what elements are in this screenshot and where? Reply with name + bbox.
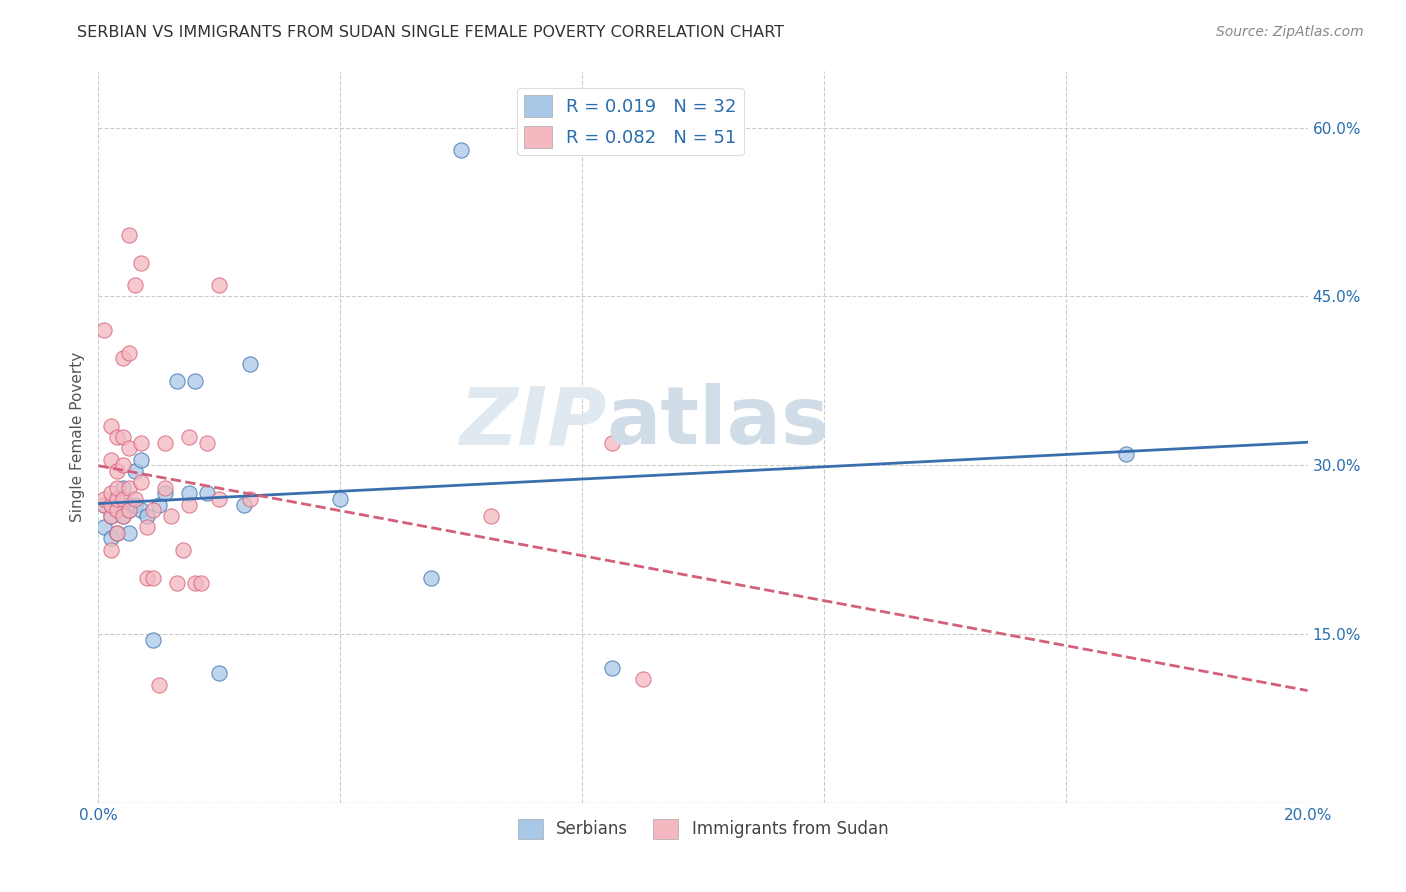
Point xyxy=(160,508,183,523)
Point xyxy=(208,278,231,293)
Point xyxy=(129,475,152,489)
Point xyxy=(135,520,157,534)
Text: SERBIAN VS IMMIGRANTS FROM SUDAN SINGLE FEMALE POVERTY CORRELATION CHART: SERBIAN VS IMMIGRANTS FROM SUDAN SINGLE … xyxy=(77,25,785,40)
Point xyxy=(105,464,128,478)
Point xyxy=(100,452,122,467)
Y-axis label: Single Female Poverty: Single Female Poverty xyxy=(69,352,84,522)
Point xyxy=(93,498,115,512)
Legend: Serbians, Immigrants from Sudan: Serbians, Immigrants from Sudan xyxy=(512,812,894,846)
Point xyxy=(153,435,176,450)
Point xyxy=(124,464,146,478)
Point xyxy=(105,430,128,444)
Point xyxy=(166,374,188,388)
Point xyxy=(195,486,218,500)
Point xyxy=(195,435,218,450)
Point xyxy=(602,435,624,450)
Point xyxy=(135,508,157,523)
Point xyxy=(111,458,134,473)
Point xyxy=(118,503,141,517)
Point xyxy=(100,486,122,500)
Point xyxy=(208,491,231,506)
Point xyxy=(124,498,146,512)
Point xyxy=(153,481,176,495)
Point xyxy=(105,525,128,540)
Point xyxy=(111,430,134,444)
Point xyxy=(105,503,128,517)
Point xyxy=(135,571,157,585)
Point xyxy=(111,351,134,366)
Point xyxy=(118,442,141,456)
Point xyxy=(148,498,170,512)
Point xyxy=(100,532,122,546)
Point xyxy=(118,345,141,359)
Point xyxy=(100,508,122,523)
Point xyxy=(105,503,128,517)
Point xyxy=(100,508,122,523)
Point xyxy=(239,357,262,371)
Point xyxy=(111,508,134,523)
Point xyxy=(93,323,115,337)
Point xyxy=(631,672,654,686)
Point xyxy=(208,666,231,681)
Point xyxy=(118,498,141,512)
Point xyxy=(232,498,254,512)
Point xyxy=(105,525,128,540)
Point xyxy=(129,435,152,450)
Point xyxy=(142,632,165,647)
Point xyxy=(93,491,115,506)
Text: ZIP: ZIP xyxy=(458,384,606,461)
Point xyxy=(118,525,141,540)
Point xyxy=(124,491,146,506)
Point xyxy=(142,503,165,517)
Point xyxy=(481,508,503,523)
Point xyxy=(124,278,146,293)
Point xyxy=(142,571,165,585)
Point xyxy=(148,678,170,692)
Point xyxy=(450,143,472,157)
Text: atlas: atlas xyxy=(606,384,830,461)
Point xyxy=(105,491,128,506)
Point xyxy=(100,498,122,512)
Point xyxy=(105,481,128,495)
Point xyxy=(118,503,141,517)
Point xyxy=(129,452,152,467)
Point xyxy=(179,498,201,512)
Point xyxy=(129,503,152,517)
Point xyxy=(166,576,188,591)
Point xyxy=(172,542,194,557)
Point xyxy=(111,491,134,506)
Point xyxy=(184,576,207,591)
Point xyxy=(111,481,134,495)
Point xyxy=(118,481,141,495)
Point xyxy=(184,374,207,388)
Point xyxy=(105,491,128,506)
Point xyxy=(190,576,212,591)
Point xyxy=(100,542,122,557)
Point xyxy=(602,661,624,675)
Point xyxy=(118,227,141,242)
Text: Source: ZipAtlas.com: Source: ZipAtlas.com xyxy=(1216,25,1364,39)
Point xyxy=(420,571,443,585)
Point xyxy=(111,508,134,523)
Point xyxy=(329,491,352,506)
Point xyxy=(179,486,201,500)
Point xyxy=(93,520,115,534)
Point xyxy=(100,418,122,433)
Point xyxy=(129,255,152,269)
Point xyxy=(153,486,176,500)
Point xyxy=(179,430,201,444)
Point xyxy=(239,491,262,506)
Point xyxy=(93,498,115,512)
Point xyxy=(1115,447,1137,461)
